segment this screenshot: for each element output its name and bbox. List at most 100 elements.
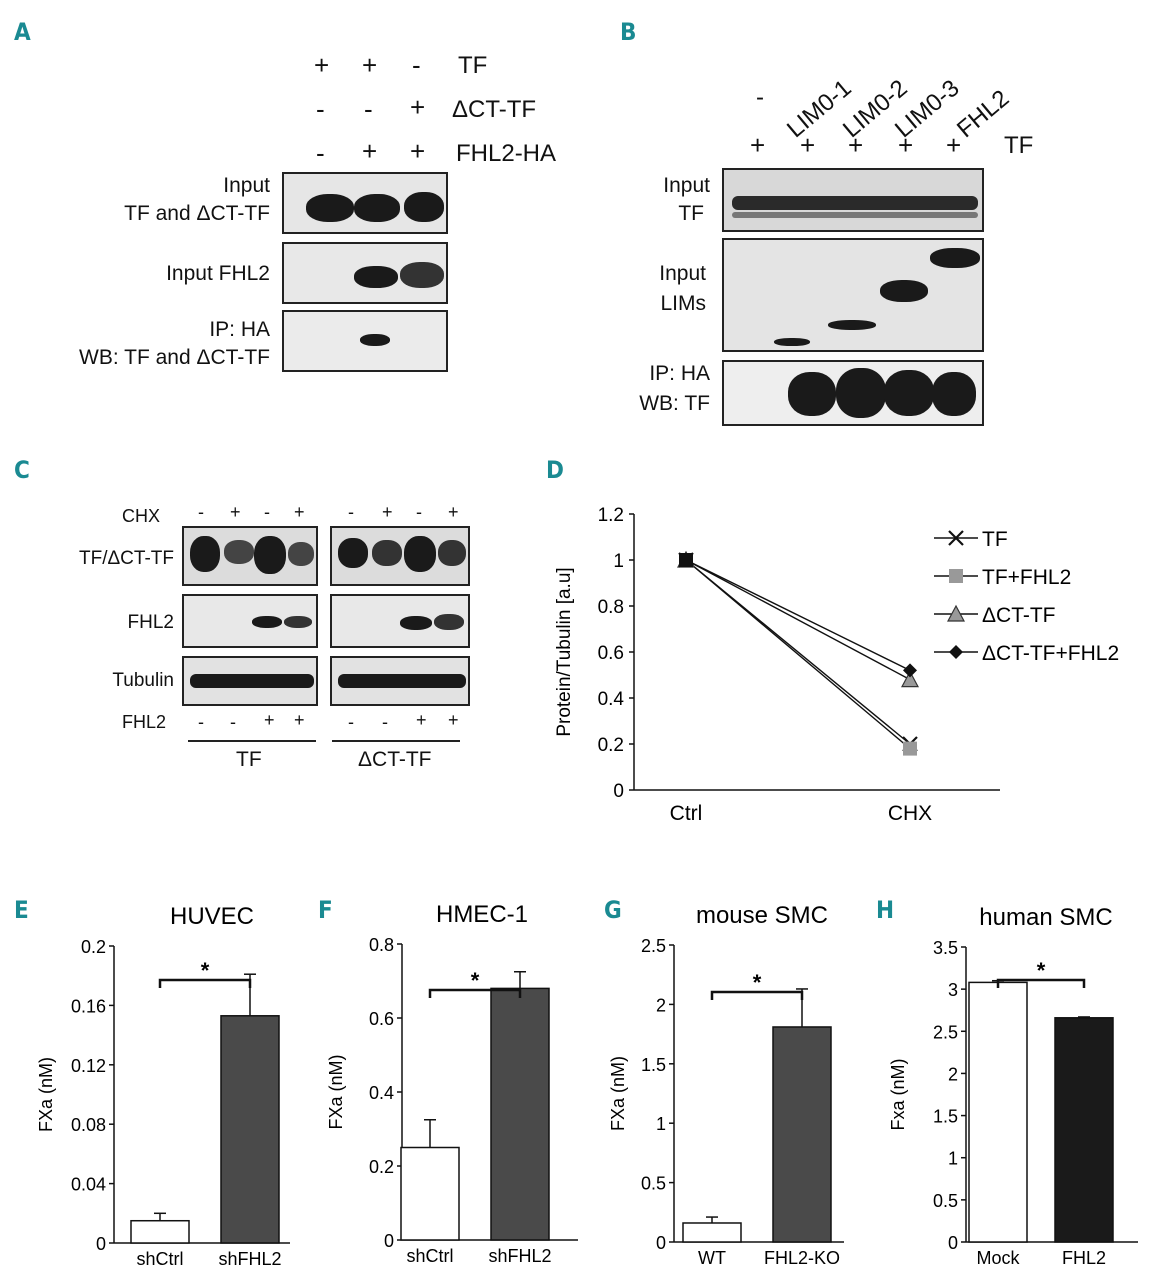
chart-f-bar xyxy=(400,1146,460,1241)
chart-f-xtick-label: shFHL2 xyxy=(488,1246,551,1266)
chart-h-ytick-label: 0 xyxy=(948,1233,958,1253)
chart-e-ytick-label: 0.08 xyxy=(71,1115,106,1135)
blot-c-fhl2-right xyxy=(330,594,470,648)
chart-f-bar xyxy=(490,987,550,1241)
chart-d-series-line xyxy=(685,559,911,681)
blot-a-input-fhl2 xyxy=(282,242,448,304)
chart-e-bar xyxy=(220,1015,280,1244)
blot-c-tubulin-left xyxy=(182,656,318,706)
blot-b-input-tf xyxy=(722,168,984,232)
chart-g-ytick-label: 0.5 xyxy=(641,1174,666,1194)
chart-d-ytick-label: 1.2 xyxy=(598,505,624,526)
sign-c-chx-2: - xyxy=(264,502,270,522)
chart-d-series-line xyxy=(685,559,911,672)
group-label-c-tf: TF xyxy=(236,748,262,771)
chart-d-legend-label: ΔCT-TF+FHL2 xyxy=(982,642,1119,665)
label-b-tf: TF xyxy=(1004,132,1034,159)
chart-e-significance-star: * xyxy=(201,958,210,983)
chart-d-point xyxy=(903,741,917,756)
chart-f-ytick-label: 0.2 xyxy=(369,1157,394,1177)
chart-h-significance-star: * xyxy=(1037,958,1046,983)
chart-h-xtick-label: FHL2 xyxy=(1062,1248,1106,1268)
row-label-c-tubulin: Tubulin xyxy=(112,670,174,691)
group-line-c-tf xyxy=(188,740,316,742)
chart-e: HUVEC 0 0.04 0.08 0.12 0.16 0.2 FXa (nM) shCtrl s… xyxy=(36,903,290,1269)
label-c-chx: CHX xyxy=(122,506,161,526)
sign-c-chx-3: + xyxy=(294,502,305,522)
sign-c-chx-5: + xyxy=(382,502,393,522)
chart-d-series-line xyxy=(685,559,911,750)
sign-a-r1-l2: + xyxy=(410,92,426,122)
chart-h-significance-bracket xyxy=(996,978,1086,988)
chart-h: human SMC 0 0.5 1 1.5 2 2.5 3 3.5 Fxa (nM) Mock FHL… xyxy=(888,904,1138,1268)
chart-h-ytick-label: 1 xyxy=(948,1149,958,1169)
chart-e-xtick-label: shFHL2 xyxy=(218,1249,281,1269)
sign-c-fhl2-1: - xyxy=(230,712,236,732)
blot-label-b-ip-1: IP: HA xyxy=(649,362,710,385)
blot-label-a-input-2: TF and ΔCT-TF xyxy=(124,202,270,225)
label-a-dct-tf: ΔCT-TF xyxy=(452,96,537,123)
blot-b-ip xyxy=(722,360,984,426)
sign-c-fhl2-5: - xyxy=(382,712,388,732)
panel-letter-a: A xyxy=(14,18,31,46)
chart-g-xtick-label: WT xyxy=(698,1248,726,1268)
chart-g-significance-bracket xyxy=(710,990,804,1000)
blot-c-tf-left xyxy=(182,526,318,586)
chart-g-ytick-label: 2 xyxy=(656,995,666,1015)
blot-label-a-ip-1: IP: HA xyxy=(209,318,270,341)
sign-b-4: + xyxy=(946,130,962,160)
sign-c-chx-6: - xyxy=(416,502,422,522)
chart-h-ytick-label: 2 xyxy=(948,1064,958,1084)
row-label-c-tf: TF/ΔCT-TF xyxy=(79,548,174,569)
sign-a-r0-l1: + xyxy=(362,50,378,80)
sign-c-chx-4: - xyxy=(348,502,354,522)
panel-letter-b: B xyxy=(620,18,637,46)
blot-label-b-input-2: TF xyxy=(678,202,704,225)
blot-label-a-input-1: Input xyxy=(223,174,270,197)
group-line-c-dct-tf xyxy=(332,740,460,742)
sign-c-fhl2-6: + xyxy=(416,710,427,730)
blot-a-ip xyxy=(282,310,448,372)
sign-c-fhl2-0: - xyxy=(198,712,204,732)
blot-label-a-ip-2: WB: TF and ΔCT-TF xyxy=(79,346,270,369)
chart-g-bar xyxy=(682,1222,742,1243)
chart-e-xtick-label: shCtrl xyxy=(136,1249,183,1269)
sign-b-3: + xyxy=(898,130,914,160)
panel-letter-c: C xyxy=(14,456,30,484)
sign-b-2: + xyxy=(848,130,864,160)
chart-g-bar xyxy=(772,1026,832,1243)
chart-d-ytick-label: 0.2 xyxy=(598,735,624,756)
blot-label-b-input-1: Input xyxy=(663,174,710,197)
chart-f: HMEC-1 0 0.2 0.4 0.6 0.8 FXa (nM) shCtrl shFHL2 * xyxy=(326,901,578,1266)
chart-e-ylabel: FXa (nM) xyxy=(36,1057,56,1132)
chart-f-ytick-label: 0.4 xyxy=(369,1083,394,1103)
chart-e-significance-bracket xyxy=(158,978,252,988)
chart-d-point xyxy=(903,663,917,678)
chart-f-significance-bracket xyxy=(428,988,522,998)
chart-e-ytick-label: 0.12 xyxy=(71,1056,106,1076)
sign-c-fhl2-4: - xyxy=(348,712,354,732)
blot-c-tf-right xyxy=(330,526,470,586)
chart-f-title: HMEC-1 xyxy=(436,901,528,928)
row-label-c-fhl2: FHL2 xyxy=(127,612,174,633)
sign-b-1: + xyxy=(800,130,816,160)
panel-letter-e: E xyxy=(14,896,29,924)
chart-f-ytick-label: 0 xyxy=(384,1231,394,1251)
chart-g-ytick-label: 1 xyxy=(656,1114,666,1134)
panel-letter-f: F xyxy=(318,896,333,924)
chart-g-ytick-label: 1.5 xyxy=(641,1055,666,1075)
chart-e-ytick-label: 0.2 xyxy=(81,937,106,957)
chart-g: mouse SMC 0 0.5 1 1.5 2 2.5 FXa (nM) WT FHL2-KO * xyxy=(608,902,844,1268)
sign-a-r1-l0: - xyxy=(316,94,325,124)
sign-c-fhl2-3: + xyxy=(294,710,305,730)
sign-a-r2-l1: + xyxy=(362,136,378,166)
chart-d-ylabel: Protein/Tubulin [a.u] xyxy=(554,567,575,736)
chart-d-legend-marker xyxy=(948,530,964,546)
chart-e-bar xyxy=(130,1219,190,1244)
chart-d-xtick-label: CHX xyxy=(888,802,932,825)
blot-b-input-lims xyxy=(722,238,984,352)
chart-d-legend-marker xyxy=(949,569,963,583)
chart-g-ylabel: FXa (nM) xyxy=(608,1056,628,1131)
chart-f-ylabel: FXa (nM) xyxy=(326,1054,346,1129)
chart-g-xtick-label: FHL2-KO xyxy=(764,1248,840,1268)
